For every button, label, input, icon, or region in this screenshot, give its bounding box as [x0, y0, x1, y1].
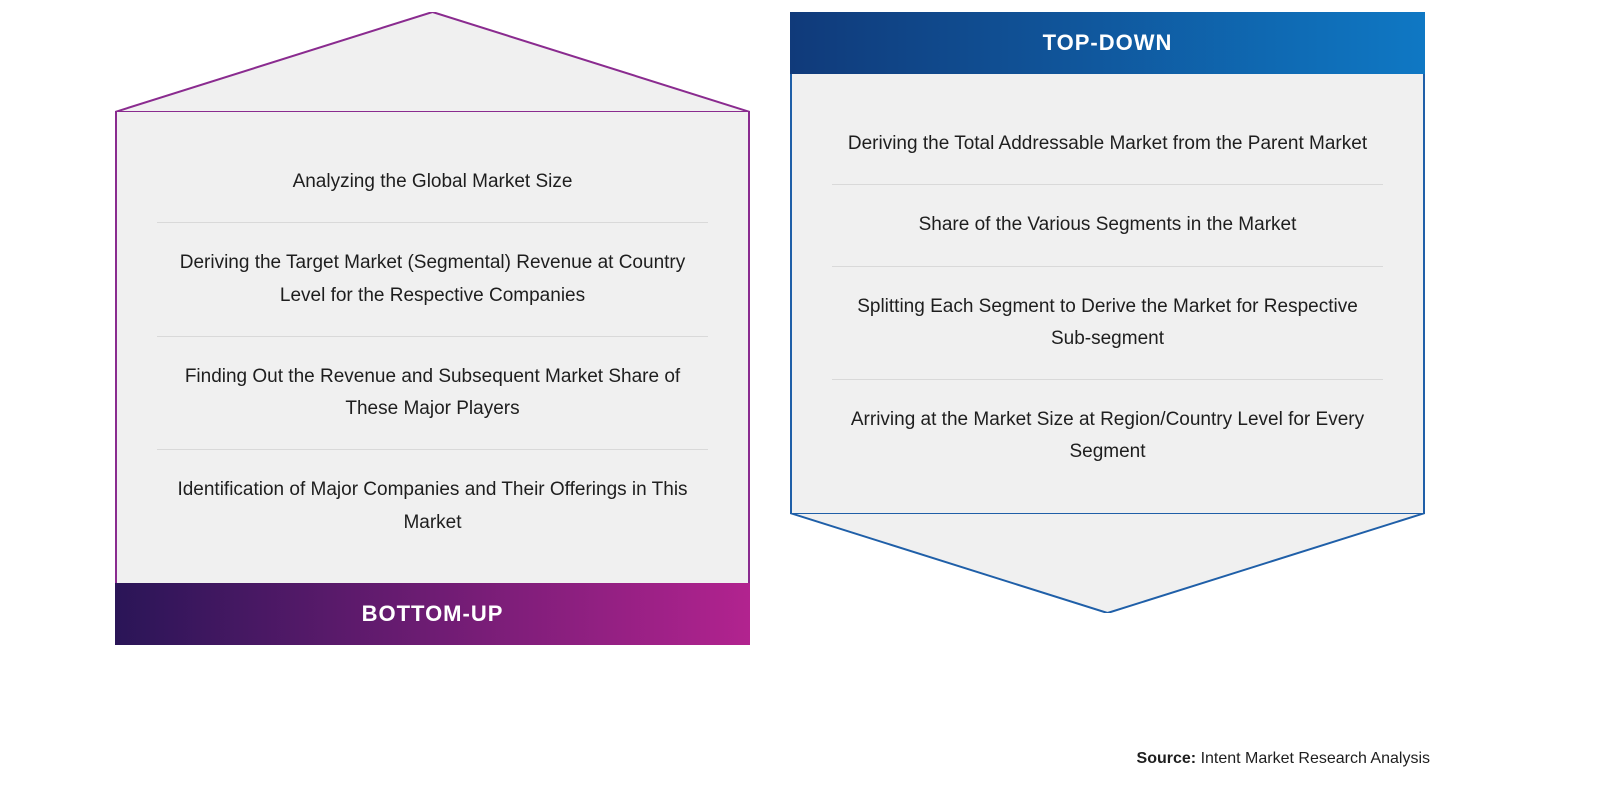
- bottom-up-title: BOTTOM-UP: [362, 601, 504, 627]
- bottom-up-panel: Analyzing the Global Market Size Derivin…: [115, 12, 750, 645]
- top-down-panel: TOP-DOWN Deriving the Total Addressable …: [790, 12, 1425, 613]
- top-down-items: Deriving the Total Addressable Market fr…: [790, 74, 1425, 513]
- top-down-arrow-tail: [790, 513, 1425, 613]
- bottom-up-title-bar: BOTTOM-UP: [115, 583, 750, 645]
- list-item: Share of the Various Segments in the Mar…: [832, 185, 1383, 266]
- source-label: Source:: [1137, 750, 1197, 767]
- list-item: Splitting Each Segment to Derive the Mar…: [832, 267, 1383, 381]
- source-attribution: Source: Intent Market Research Analysis: [1137, 750, 1430, 768]
- source-text: Intent Market Research Analysis: [1201, 750, 1430, 767]
- top-down-title-bar: TOP-DOWN: [790, 12, 1425, 74]
- list-item: Deriving the Total Addressable Market fr…: [832, 104, 1383, 185]
- bottom-up-items: Analyzing the Global Market Size Derivin…: [115, 112, 750, 583]
- list-item: Finding Out the Revenue and Subsequent M…: [157, 337, 708, 451]
- infographic-stage: Analyzing the Global Market Size Derivin…: [0, 0, 1600, 786]
- list-item: Deriving the Target Market (Segmental) R…: [157, 223, 708, 337]
- list-item: Analyzing the Global Market Size: [157, 142, 708, 223]
- list-item: Arriving at the Market Size at Region/Co…: [832, 380, 1383, 493]
- top-down-title: TOP-DOWN: [1043, 30, 1173, 56]
- list-item: Identification of Major Companies and Th…: [157, 450, 708, 563]
- bottom-up-arrow-roof: [115, 12, 750, 112]
